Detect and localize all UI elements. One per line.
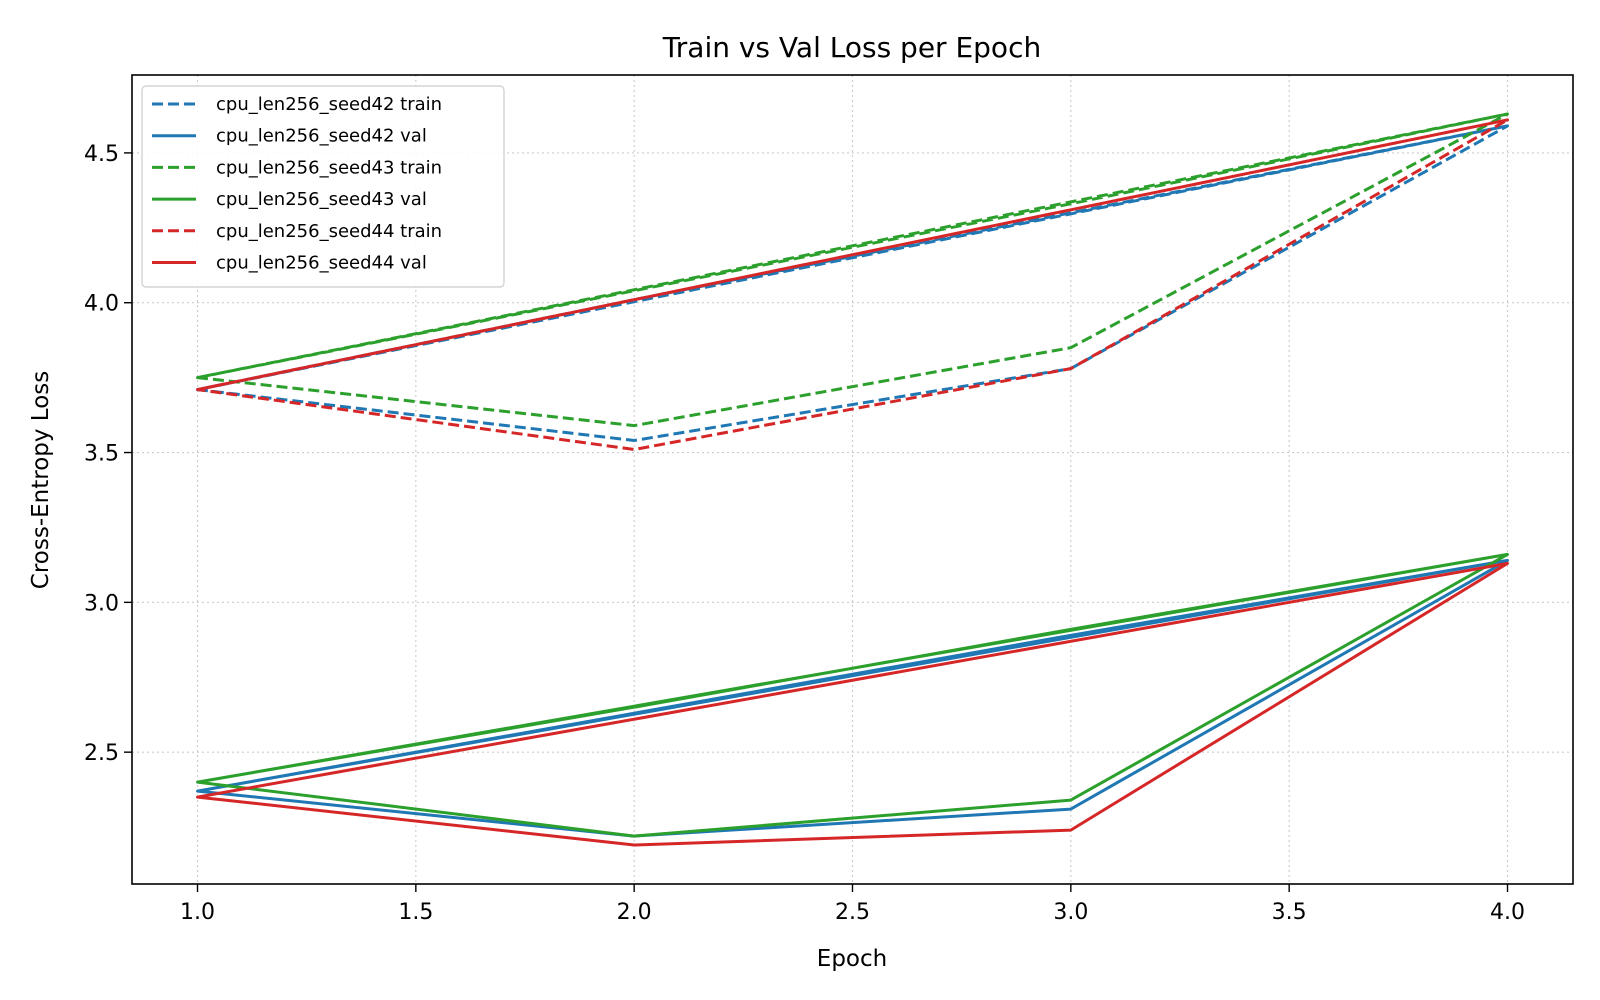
legend-label: cpu_len256_seed44 val [216,253,427,274]
x-tick-label: 1.5 [398,900,433,925]
y-axis-label: Cross-Entropy Loss [28,371,54,589]
legend-label: cpu_len256_seed43 train [216,157,442,178]
y-tick-label: 3.5 [84,442,119,467]
y-tick-label: 4.5 [84,142,119,167]
legend: cpu_len256_seed42 train cpu_len256_seed42… [141,85,505,288]
legend-label: cpu_len256_seed44 train [216,221,442,242]
legend-label: cpu_len256_seed42 train [216,94,442,115]
series-line-4 [196,552,1509,838]
x-axis-label: Epoch [817,946,887,972]
x-tick-label: 4.0 [1490,900,1525,925]
y-tick-label: 4.0 [84,292,119,317]
y-tick-label: 3.0 [84,591,119,616]
plot-frame [131,74,1574,885]
series-line-6 [196,561,1509,847]
series-line-2 [196,558,1509,838]
legend-box [141,85,505,288]
legend-label: cpu_len256_seed43 val [216,189,427,210]
chart-title: Train vs Val Loss per Epoch [662,31,1041,64]
x-tick-label: 2.0 [617,900,652,925]
y-axis-ticks: 2.5 3.0 3.5 4.0 4.5 [84,142,132,766]
y-tick-label: 2.5 [84,741,119,766]
x-tick-label: 1.0 [180,900,215,925]
x-tick-label: 3.0 [1053,900,1088,925]
x-tick-label: 3.5 [1272,900,1307,925]
series-line-5 [196,118,1509,451]
x-tick-label: 2.5 [835,900,870,925]
legend-label: cpu_len256_seed42 val [216,126,427,147]
x-axis-ticks: 1.0 1.5 2.0 2.5 3.0 3.5 4.0 [180,884,1525,925]
series-lines [196,112,1509,847]
series-line-3 [196,112,1509,428]
